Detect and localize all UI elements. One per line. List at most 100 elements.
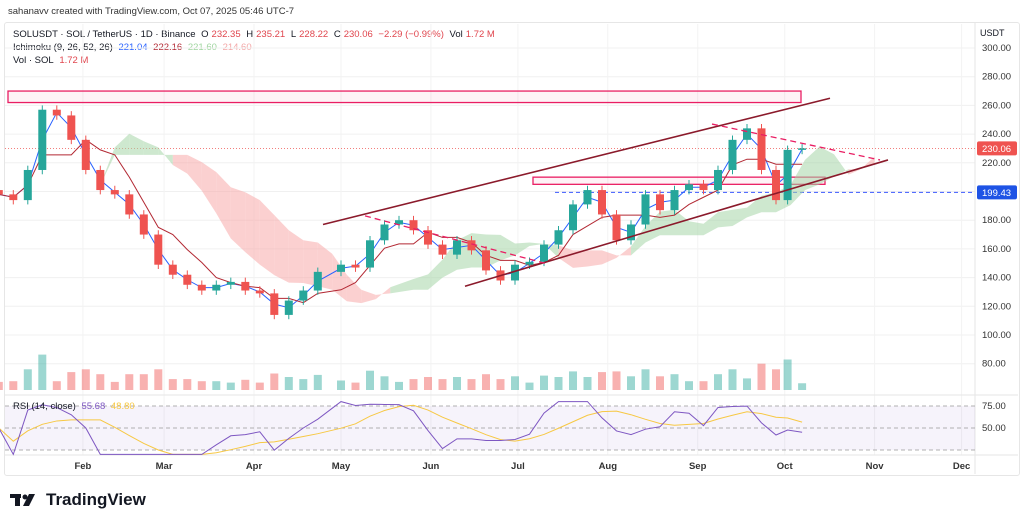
volume-bar xyxy=(496,379,505,390)
candle-body xyxy=(110,190,119,195)
ichimoku-cloud xyxy=(645,211,660,243)
candle-body xyxy=(783,149,792,201)
x-tick-label: Feb xyxy=(74,461,91,472)
ichimoku-cloud xyxy=(790,159,805,206)
ichimoku-cloud xyxy=(805,146,820,191)
candle-body xyxy=(540,244,548,262)
volume-bar xyxy=(598,372,606,390)
candle-body xyxy=(641,194,650,225)
x-tick-label: Jun xyxy=(422,461,439,472)
rsi-label[interactable]: RSI (14, close) xyxy=(13,401,76,412)
candle-body xyxy=(380,224,389,241)
candle-body xyxy=(656,194,664,211)
volume-bar xyxy=(110,381,119,390)
volume-bar xyxy=(783,359,792,390)
y-tick-label: 80.00 xyxy=(982,359,1006,370)
last-price-badge xyxy=(977,141,1017,156)
rsi-line xyxy=(0,401,803,456)
descending-trendline xyxy=(364,215,546,264)
candle-body xyxy=(467,240,476,251)
kijun-line xyxy=(0,139,803,304)
candle-body xyxy=(699,184,708,191)
volume-bar xyxy=(125,374,134,390)
low-label: L xyxy=(290,29,297,40)
ichimoku-cloud xyxy=(332,253,347,302)
volume-bar xyxy=(81,369,90,390)
resistance-zone xyxy=(7,90,802,104)
volume-bar xyxy=(482,374,490,390)
ichimoku-cloud xyxy=(660,209,675,236)
ichimoku-cloud xyxy=(201,162,217,214)
level-price-badge-text: 199.43 xyxy=(982,188,1011,199)
open-label: O xyxy=(201,29,209,40)
volume-bar xyxy=(525,382,534,390)
candle-body xyxy=(212,284,221,291)
volume-bar xyxy=(197,381,206,390)
candle-body xyxy=(627,224,635,241)
candle-body xyxy=(337,264,345,272)
volume-bar xyxy=(641,369,650,390)
ichimoku-cloud xyxy=(616,246,631,258)
change-value: −2.29 (−0.99%) xyxy=(378,29,444,40)
candle-body xyxy=(366,240,374,268)
volume-bar xyxy=(714,374,722,390)
volume-bar xyxy=(569,371,577,390)
ichimoku-cloud xyxy=(216,172,231,239)
volume-bar xyxy=(467,379,476,390)
volume-bar xyxy=(366,370,374,390)
candle-body xyxy=(96,169,105,191)
y-tick-label: 100.00 xyxy=(982,330,1011,341)
candle-body xyxy=(482,250,490,271)
ichimoku-cloud xyxy=(71,194,86,198)
volume-bar xyxy=(757,363,766,390)
rsi-ma-line xyxy=(0,404,803,455)
volume-bar xyxy=(627,376,635,390)
candle-body xyxy=(23,169,32,201)
open-value: 232.35 xyxy=(211,29,241,40)
symbol-name[interactable]: SOLUSDT · SOL / TetherUS · 1D · Binance xyxy=(13,29,196,40)
volume-bar xyxy=(583,377,592,390)
candle-body xyxy=(52,109,61,116)
volume-bar xyxy=(212,381,221,390)
chart-credit: sahanavv created with TradingView.com, O… xyxy=(8,6,295,17)
candle-body xyxy=(270,293,279,315)
rsi-tick-label: 75.00 xyxy=(982,401,1006,412)
y-tick-label: 160.00 xyxy=(982,244,1011,255)
low-value: 228.22 xyxy=(299,29,329,40)
x-tick-label: Jul xyxy=(511,461,525,472)
ichimoku-cloud xyxy=(259,200,275,276)
y-tick-label: 220.00 xyxy=(982,158,1011,169)
last-price-badge-text: 230.06 xyxy=(982,144,1011,155)
candle-body xyxy=(81,139,90,170)
candle-body xyxy=(9,194,18,201)
volume-bar xyxy=(241,379,250,390)
volume-bar xyxy=(380,376,389,390)
ichimoku-cloud xyxy=(245,192,260,265)
volume-study-label[interactable]: Vol · SOL xyxy=(13,55,54,66)
y-tick-label: 240.00 xyxy=(982,129,1011,140)
candle-body xyxy=(453,240,461,255)
candle-body xyxy=(757,128,766,170)
ichimoku-cloud xyxy=(703,212,718,236)
x-tick-label: Apr xyxy=(246,461,263,472)
ichimoku-cloud xyxy=(602,250,617,265)
x-tick-label: May xyxy=(332,461,351,472)
x-tick-label: Dec xyxy=(953,461,970,472)
vol-value: 1.72 M xyxy=(465,29,495,40)
ichimoku-cloud xyxy=(732,207,747,226)
ichimoku-cloud xyxy=(500,234,515,261)
candle-body xyxy=(0,190,3,195)
x-tick-label: Aug xyxy=(599,461,618,472)
volume-study-value: 1.72 M xyxy=(59,55,89,66)
volume-bar xyxy=(52,381,61,390)
rsi-ma-value: 48.80 xyxy=(110,401,135,412)
volume-bar xyxy=(612,371,621,390)
ichimoku-cloud xyxy=(346,274,362,304)
candle-body xyxy=(168,264,177,275)
volume-bar xyxy=(0,381,3,390)
candle-body xyxy=(139,214,148,235)
candle-body xyxy=(714,169,722,191)
ichimoku-cloud xyxy=(158,147,173,165)
ichimoku-cloud xyxy=(230,187,246,253)
